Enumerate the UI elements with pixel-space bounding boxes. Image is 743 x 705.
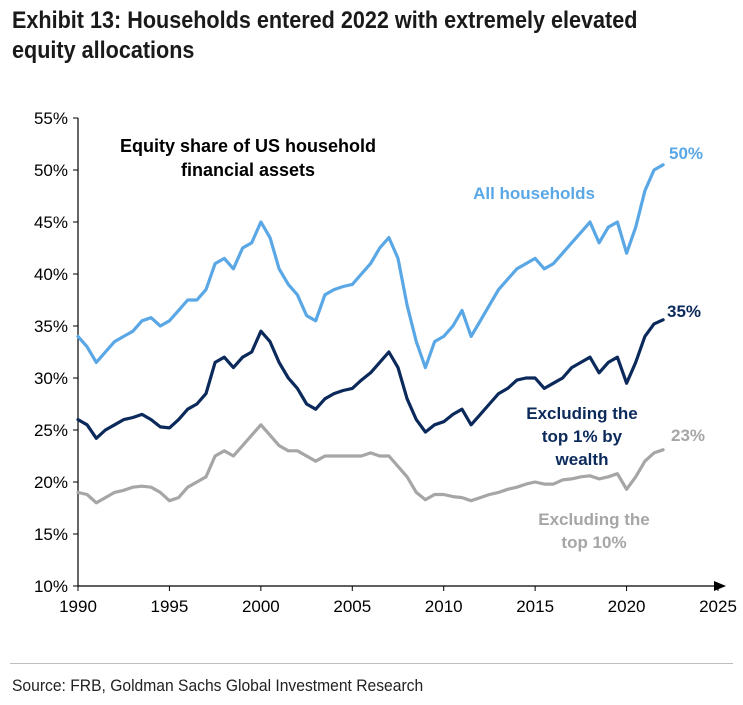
exhibit-title: Exhibit 13: Households entered 2022 with… <box>12 7 638 64</box>
y-tick-label: 55% <box>34 109 68 128</box>
chart-title-line-2: financial assets <box>181 160 315 180</box>
end-label-excluding-top-1: 35% <box>667 302 701 321</box>
x-tick-label: 2015 <box>516 597 554 616</box>
y-tick-label: 45% <box>34 213 68 232</box>
y-tick-label: 25% <box>34 421 68 440</box>
x-axis: 1990 1995 2000 2005 2010 2015 2020 2025 <box>59 581 737 616</box>
source-note: Source: FRB, Goldman Sachs Global Invest… <box>12 676 424 695</box>
end-label-excluding-top-10: 23% <box>671 426 705 445</box>
series-line-all-households <box>76 163 665 370</box>
y-tick-label: 50% <box>34 161 68 180</box>
x-tick-label: 2000 <box>242 597 280 616</box>
x-tick-label: 2005 <box>333 597 371 616</box>
series-label-excluding-top-10-line-2: top 10% <box>561 533 626 552</box>
y-tick-label: 10% <box>34 577 68 596</box>
footer-divider <box>10 663 733 664</box>
end-label-all-households: 50% <box>669 144 703 163</box>
y-tick-label: 15% <box>34 525 68 544</box>
y-tick-label: 35% <box>34 317 68 336</box>
chart-title-line-1: Equity share of US household <box>120 136 376 156</box>
series-label-excluding-top-1-line-3: wealth <box>555 450 609 469</box>
y-tick-label: 40% <box>34 265 68 284</box>
x-tick-label: 2020 <box>608 597 646 616</box>
x-axis-arrow <box>714 581 726 591</box>
y-tick-label: 20% <box>34 473 68 492</box>
y-tick-label: 30% <box>34 369 68 388</box>
label-layer: Equity share of US household financial a… <box>120 136 705 552</box>
series-layer <box>76 163 665 505</box>
x-tick-label: 2025 <box>699 597 737 616</box>
y-axis: 10% 15% 20% 25% 30% 35% 40% 45% 50% 55% <box>34 109 79 596</box>
series-label-all-households: All households <box>473 184 595 203</box>
equity-share-chart: 10% 15% 20% 25% 30% 35% 40% 45% 50% 55% 1990 1995 2… <box>34 109 737 616</box>
series-label-excluding-top-10-line-1: Excluding the <box>538 510 649 529</box>
series-line-excluding-top-1 <box>76 318 665 440</box>
series-line-excluding-top-10 <box>76 423 665 505</box>
x-tick-label: 2010 <box>425 597 463 616</box>
series-label-excluding-top-1-line-1: Excluding the <box>526 404 637 423</box>
x-tick-label: 1990 <box>59 597 97 616</box>
x-tick-label: 1995 <box>151 597 189 616</box>
series-label-excluding-top-1-line-2: top 1% by <box>542 427 623 446</box>
